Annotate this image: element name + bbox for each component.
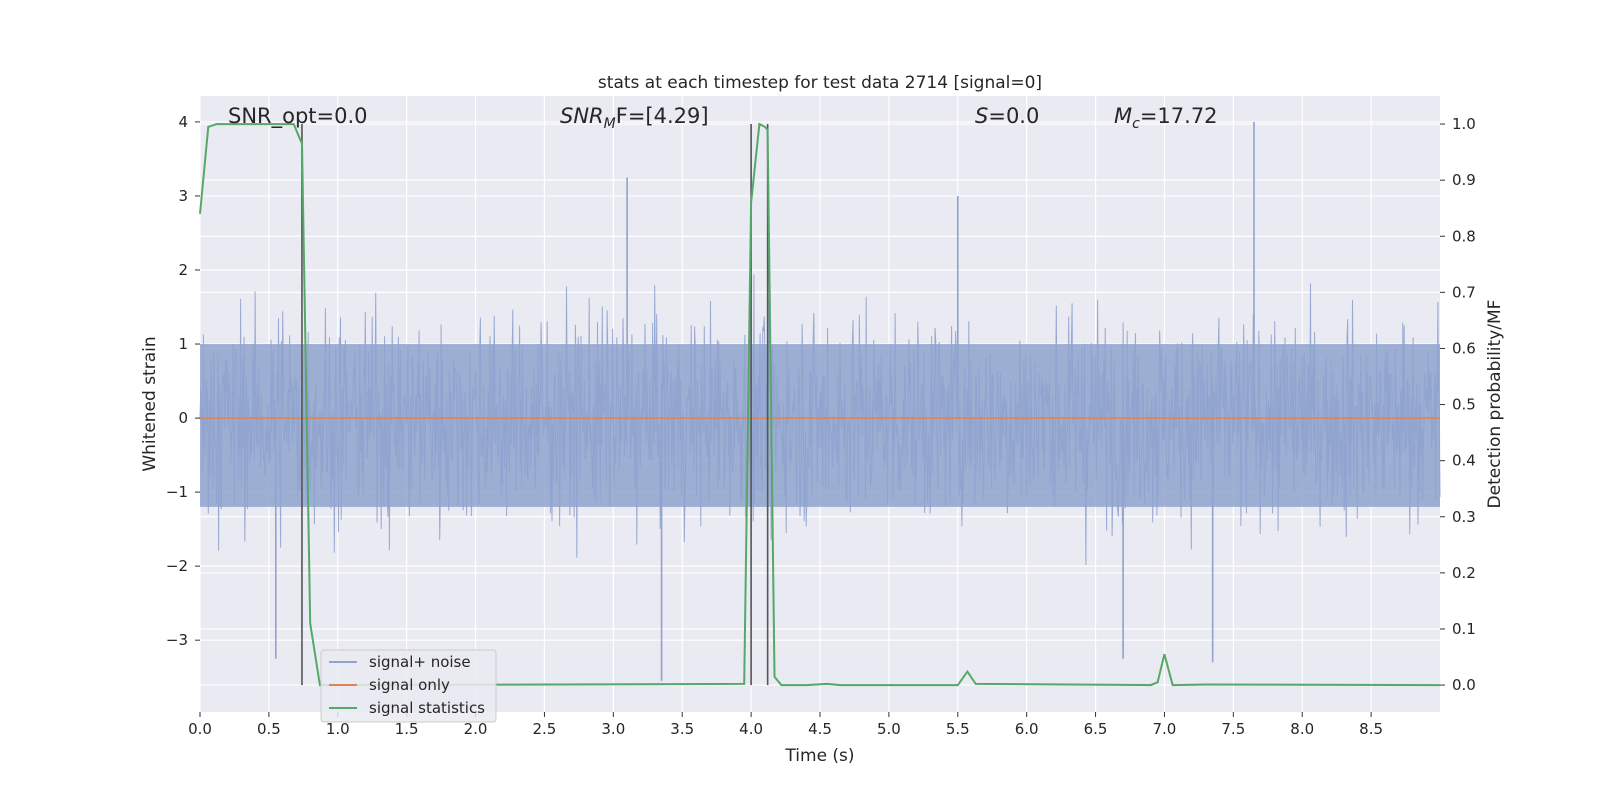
y-right-tick-label: 0.5 xyxy=(1452,396,1476,414)
x-tick-label: 8.0 xyxy=(1290,720,1314,738)
x-tick-label: 0.5 xyxy=(257,720,281,738)
y-right-tick-label: 0.0 xyxy=(1452,676,1476,694)
noise-trace xyxy=(199,274,1441,566)
y-axis-left-label: Whitened strain xyxy=(140,336,160,471)
annotation-snr-mf: SNRMF=[4.29] xyxy=(560,104,709,132)
x-axis-ticks: 0.0 0.5 1.0 1.5 2.0 2.5 3.0 3.5 4.0 4.5 5.0 5.5 6.0 6… xyxy=(188,712,1383,738)
y-axis-left-ticks: 4 3 2 1 0 −1 −2 −3 xyxy=(166,113,200,649)
y-left-tick-label: 0 xyxy=(178,409,188,427)
statistics-line xyxy=(199,122,1441,687)
y-right-tick-label: 0.6 xyxy=(1452,339,1476,357)
y-right-tick-label: 0.2 xyxy=(1452,564,1476,582)
chart-title: stats at each timestep for test data 271… xyxy=(598,73,1042,93)
annotation-mc-sub: c xyxy=(1132,116,1140,132)
x-tick-label: 7.0 xyxy=(1153,720,1177,738)
annotation-mc-rest: =17.72 xyxy=(1140,104,1218,128)
y-left-tick-label: 3 xyxy=(178,187,188,205)
x-tick-label: 1.5 xyxy=(395,720,419,738)
legend-label-statistics: signal statistics xyxy=(369,699,485,717)
y-left-tick-label: −1 xyxy=(166,483,188,501)
annotation-snr-mf-sub: M xyxy=(604,116,616,132)
x-axis-label: Time (s) xyxy=(784,746,854,766)
y-right-tick-label: 0.9 xyxy=(1452,171,1476,189)
y-axis-right-ticks: 1.0 0.9 0.8 0.7 0.6 0.5 0.4 0.3 0.2 0.1 0.0 xyxy=(1440,115,1476,694)
series-signal-statistics xyxy=(199,122,1441,687)
x-tick-label: 2.0 xyxy=(464,720,488,738)
x-tick-label: 8.5 xyxy=(1359,720,1383,738)
x-tick-label: 7.5 xyxy=(1221,720,1245,738)
y-left-tick-label: −3 xyxy=(166,631,188,649)
y-right-tick-label: 1.0 xyxy=(1452,115,1476,133)
y-axis-right-label: Detection probability/MF xyxy=(1485,300,1505,509)
annotation-mc: Mc=17.72 xyxy=(1114,104,1218,132)
x-tick-label: 5.5 xyxy=(946,720,970,738)
y-right-tick-label: 0.4 xyxy=(1452,452,1476,470)
x-tick-label: 2.5 xyxy=(533,720,557,738)
legend-box xyxy=(320,649,497,723)
x-tick-label: 6.0 xyxy=(1015,720,1039,738)
annotation-snr-mf-main: SNR xyxy=(560,104,604,128)
y-left-tick-label: 4 xyxy=(178,113,188,131)
y-right-tick-label: 0.7 xyxy=(1452,283,1476,301)
y-right-tick-label: 0.8 xyxy=(1452,227,1476,245)
x-tick-label: 0.0 xyxy=(188,720,212,738)
y-left-tick-label: −2 xyxy=(166,557,188,575)
legend-label-noise: signal+ noise xyxy=(369,653,471,671)
annotation-s: S=0.0 xyxy=(975,104,1039,128)
x-tick-label: 5.0 xyxy=(877,720,901,738)
x-tick-label: 1.0 xyxy=(326,720,350,738)
annotation-s-rest: =0.0 xyxy=(988,104,1039,128)
x-tick-label: 3.5 xyxy=(670,720,694,738)
x-tick-label: 6.5 xyxy=(1084,720,1108,738)
series-signal-noise xyxy=(199,121,1441,681)
x-tick-label: 4.0 xyxy=(739,720,763,738)
y-right-tick-label: 0.1 xyxy=(1452,620,1476,638)
annotation-snr-mf-rest: F=[4.29] xyxy=(616,104,709,128)
annotation-snr-opt: SNR_opt=0.0 xyxy=(228,104,368,129)
annotation-s-main: S xyxy=(975,104,988,128)
legend-label-signal-only: signal only xyxy=(369,676,450,694)
y-left-tick-label: 1 xyxy=(178,335,188,353)
annotation-mc-main: M xyxy=(1114,104,1132,128)
x-tick-label: 4.5 xyxy=(808,720,832,738)
y-left-tick-label: 2 xyxy=(178,261,188,279)
x-tick-label: 3.0 xyxy=(601,720,625,738)
legend: signal+ noise signal only signal statist… xyxy=(320,649,497,723)
y-right-tick-label: 0.3 xyxy=(1452,508,1476,526)
